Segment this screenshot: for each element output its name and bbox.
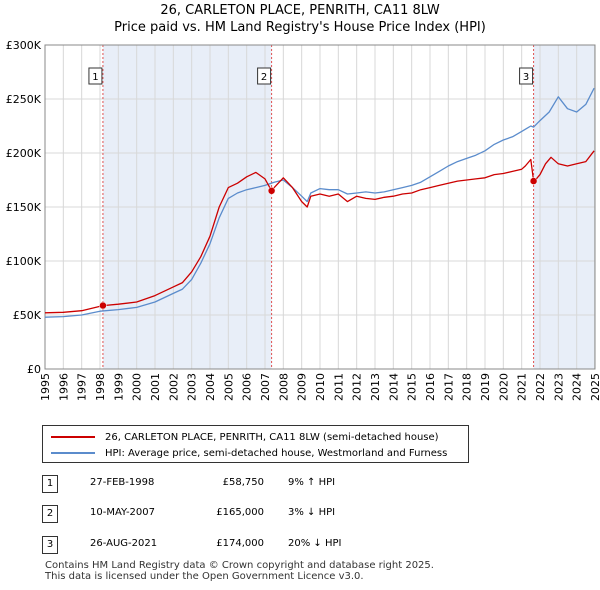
transaction-number: 1: [42, 475, 58, 493]
x-tick-label: 2000: [131, 373, 144, 401]
x-tick-label: 2007: [259, 373, 272, 401]
sale-point: [99, 301, 107, 310]
x-tick-label: 2002: [167, 373, 180, 401]
plot-frame: [44, 44, 596, 370]
x-tick-label: 1998: [94, 373, 107, 401]
x-tick-label: 2016: [424, 373, 437, 401]
x-tick-label: 2005: [222, 373, 235, 401]
x-tick-label: 2015: [406, 373, 419, 401]
x-tick-label: 2003: [186, 373, 199, 401]
y-tick-label: £150K: [6, 201, 42, 214]
x-tick-label: 2006: [241, 373, 254, 401]
marker-label-box: [257, 67, 272, 85]
x-tick-label: 2022: [534, 373, 547, 401]
footer-copyright: Contains HM Land Registry data © Crown c…: [45, 560, 434, 571]
transaction-date: 27-FEB-1998: [90, 477, 155, 488]
marker-label: 1: [92, 72, 98, 83]
x-tick-label: 2020: [497, 373, 510, 401]
y-tick-label: £250K: [6, 93, 42, 106]
y-tick-label: £50K: [13, 309, 42, 322]
x-tick-label: 2019: [479, 373, 492, 401]
transaction-hpi: 3% ↓ HPI: [288, 507, 336, 518]
footer-licence: This data is licensed under the Open Gov…: [45, 571, 364, 582]
x-tick-label: 1997: [76, 373, 89, 401]
y-tick-label: £300K: [6, 39, 42, 52]
x-tick-label: 2004: [204, 373, 217, 401]
x-tick-label: 2018: [461, 373, 474, 401]
chart-subtitle: Price paid vs. HM Land Registry's House …: [114, 20, 486, 35]
legend-swatch-hpi: [51, 452, 95, 454]
transaction-date: 10-MAY-2007: [90, 507, 156, 518]
chart-title: 26, CARLETON PLACE, PENRITH, CA11 8LW: [160, 3, 440, 18]
chart-legend: 26, CARLETON PLACE, PENRITH, CA11 8LW (s…: [42, 425, 469, 463]
x-tick-label: 2011: [332, 373, 345, 401]
sale-point: [267, 187, 276, 195]
legend-item-property: 26, CARLETON PLACE, PENRITH, CA11 8LW (s…: [51, 430, 439, 444]
x-tick-label: 1995: [39, 373, 52, 401]
x-tick-label: 1999: [112, 373, 125, 401]
x-tick-label: 2024: [571, 373, 584, 401]
x-tick-label: 2014: [387, 373, 400, 401]
property-price-line: [44, 150, 595, 314]
x-tick-label: 2017: [442, 373, 455, 401]
y-tick-label: £200K: [6, 147, 42, 160]
x-tick-label: 2023: [552, 373, 565, 401]
y-tick-label: £0: [27, 363, 41, 376]
marker-label-box: [88, 67, 103, 85]
legend-label-property: 26, CARLETON PLACE, PENRITH, CA11 8LW (s…: [105, 431, 439, 443]
transaction-number: 2: [42, 505, 58, 523]
transaction-price: £165,000: [216, 507, 264, 518]
marker-label-box: [519, 67, 534, 85]
transaction-hpi: 9% ↑ HPI: [288, 477, 336, 488]
x-tick-label: 2008: [277, 373, 290, 401]
legend-item-hpi: HPI: Average price, semi-detached house,…: [51, 446, 447, 460]
transaction-date: 26-AUG-2021: [90, 538, 158, 549]
transaction-price: £174,000: [216, 538, 264, 549]
x-tick-label: 2025: [589, 373, 600, 401]
y-tick-label: £100K: [6, 255, 42, 268]
x-tick-label: 2013: [369, 373, 382, 401]
legend-label-hpi: HPI: Average price, semi-detached house,…: [105, 447, 448, 459]
marker-label: 2: [261, 72, 267, 83]
transaction-price: £58,750: [222, 477, 264, 488]
hpi-line: [44, 87, 595, 318]
transaction-hpi: 20% ↓ HPI: [288, 538, 342, 549]
x-tick-label: 2009: [296, 373, 309, 401]
x-tick-label: 1996: [57, 373, 70, 401]
x-tick-label: 2001: [149, 373, 162, 401]
x-tick-label: 2010: [314, 373, 327, 401]
sale-point: [529, 177, 538, 185]
price-chart: £0 £50K £100K £150K £200K £250K £300K 1995 1996 1…: [6, 39, 600, 401]
x-tick-label: 2021: [516, 373, 529, 401]
transaction-number: 3: [42, 536, 58, 554]
legend-swatch-property: [51, 436, 95, 438]
marker-label: 3: [523, 72, 529, 83]
x-tick-label: 2012: [351, 373, 364, 401]
